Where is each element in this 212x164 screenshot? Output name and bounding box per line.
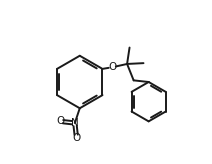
Text: O: O <box>72 133 81 143</box>
Text: N: N <box>71 118 79 128</box>
Text: O: O <box>56 116 64 126</box>
Text: O: O <box>108 62 116 72</box>
